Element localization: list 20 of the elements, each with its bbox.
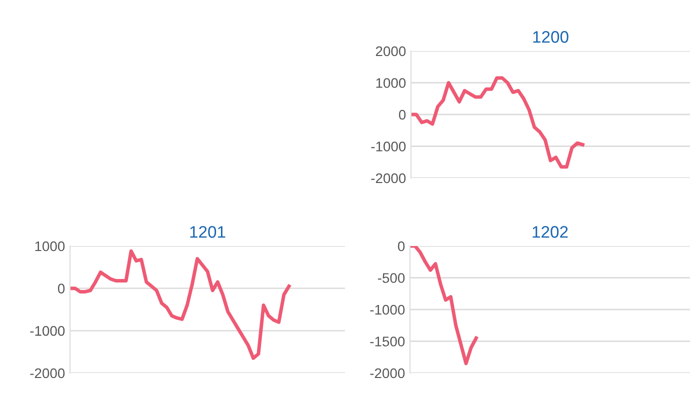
y-tick-label: -2000 [370, 368, 405, 378]
y-tick-label: -500 [378, 273, 405, 283]
line-series [70, 249, 291, 360]
y-tick-label: 2000 [376, 46, 406, 56]
y-tick-label: -1000 [30, 326, 65, 336]
y-tick-label: 0 [58, 284, 65, 294]
y-tick-label: 1000 [376, 78, 406, 88]
y-tick-label: -1500 [370, 336, 405, 346]
y-tick-label: 0 [398, 241, 405, 252]
y-tick-label: 1000 [35, 241, 65, 252]
y-tick-label: -2000 [371, 173, 406, 184]
y-tick-label: -1000 [371, 142, 406, 152]
chart-title: 1202 [532, 226, 568, 238]
chart-title: 1200 [533, 31, 568, 43]
y-tick-label: -2000 [30, 368, 65, 378]
chart-title: 1201 [190, 226, 226, 238]
line-series [411, 76, 584, 169]
y-tick-label: 0 [398, 110, 406, 120]
line-series [410, 246, 478, 366]
y-tick-label: -1000 [370, 304, 405, 315]
